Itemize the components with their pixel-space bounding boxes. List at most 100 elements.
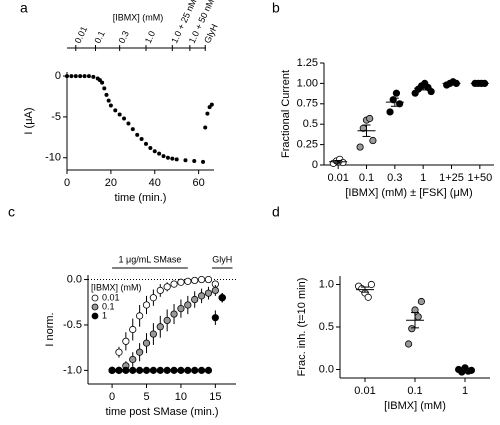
x-tick-label: 5 (143, 391, 149, 403)
condition-label: 1.0 (143, 29, 157, 45)
data-point (142, 301, 151, 309)
x-tick-label: 0.1 (359, 172, 374, 184)
data-point (386, 108, 394, 116)
x-tick-label: 0.01 (327, 172, 348, 184)
data-point (369, 136, 377, 145)
data-point (157, 151, 162, 156)
data-point (115, 366, 123, 374)
data-point (209, 102, 214, 107)
data-point (211, 314, 219, 322)
condition-title: [IBMX] (mM) (113, 12, 164, 22)
y-tick-label: 0.75 (297, 98, 318, 110)
x-tick-label: 1 (462, 385, 468, 397)
data-point (65, 74, 69, 79)
legend-label: 0.1 (102, 301, 115, 311)
x-tick-label: 10 (175, 391, 187, 403)
data-point (143, 141, 148, 146)
x-axis-label: time post SMase (min.) (105, 406, 218, 418)
data-point (408, 325, 416, 333)
data-point (414, 313, 422, 321)
legend-label: 1 (102, 310, 107, 320)
data-point (197, 292, 206, 300)
data-point (117, 112, 122, 117)
data-point (100, 80, 105, 85)
y-tick-label: 0 (55, 70, 61, 82)
data-point (404, 340, 413, 348)
data-point (417, 297, 425, 306)
y-axis-label: I (μA) (23, 107, 35, 134)
y-tick-label: 1.0 (319, 278, 334, 290)
data-point (177, 278, 185, 286)
data-point (163, 366, 171, 374)
data-point (211, 286, 219, 295)
data-point (122, 116, 127, 121)
data-point (161, 154, 166, 159)
data-point (156, 323, 164, 331)
x-tick-label: 60 (193, 177, 205, 189)
y-tick-label: 0.5 (319, 321, 334, 333)
data-point (82, 74, 87, 79)
data-point (177, 305, 185, 313)
data-point (204, 366, 213, 374)
x-tick-label: 0.01 (354, 385, 375, 397)
data-point (130, 127, 135, 132)
data-point (163, 283, 171, 291)
data-point (218, 294, 226, 302)
data-point (192, 159, 197, 164)
data-point (392, 89, 401, 97)
data-point (364, 293, 372, 301)
data-point (86, 74, 91, 79)
legend-title: [IBMX] (mM) (91, 282, 142, 292)
x-tick-label: 0 (64, 177, 70, 189)
data-point (139, 136, 144, 141)
condition-label: GlyH (202, 22, 220, 44)
data-point (113, 108, 118, 113)
data-point (156, 366, 164, 374)
y-axis-label: I norm. (44, 312, 56, 346)
data-point (136, 312, 144, 320)
data-point (366, 114, 374, 123)
y-axis-label: Fractional Current (280, 70, 292, 158)
data-point (142, 366, 151, 374)
y-tick-label: -5 (51, 111, 61, 123)
x-tick-label: 1+50 (467, 172, 492, 184)
x-axis-label: [IBMX] (mM) ± [FSK] (μM) (345, 187, 472, 199)
data-point (108, 103, 113, 108)
x-tick-label: 15 (209, 391, 221, 403)
data-point (122, 366, 130, 374)
data-point (149, 294, 157, 302)
x-tick-label: 0.1 (407, 385, 422, 397)
x-axis-label: [IBMX] (mM) (384, 400, 446, 412)
data-point (201, 159, 206, 164)
data-point (126, 121, 131, 126)
data-point (136, 366, 144, 374)
data-point (104, 92, 109, 97)
data-point (205, 111, 210, 116)
y-tick-label: 0.0 (67, 273, 82, 285)
data-point (427, 87, 435, 96)
legend-marker (91, 312, 99, 320)
data-point (204, 275, 213, 284)
y-tick-label: 0 (312, 159, 318, 171)
data-point (165, 155, 170, 160)
y-tick-label: 1.25 (297, 57, 318, 69)
data-point (129, 355, 137, 364)
data-point (106, 98, 111, 103)
data-point (197, 366, 206, 374)
data-point (135, 132, 140, 137)
y-tick-label: 0.5 (303, 118, 318, 130)
data-point (204, 289, 213, 297)
legend-label: 0.01 (102, 292, 120, 302)
panel-letter: b (272, 0, 280, 16)
x-tick-label: 0 (109, 391, 115, 403)
data-point (170, 280, 178, 288)
data-point (203, 125, 208, 130)
data-point (149, 330, 157, 338)
condition-label: 0.01 (73, 25, 89, 45)
data-point (122, 337, 130, 345)
data-point (183, 158, 188, 163)
data-point (149, 366, 157, 374)
x-tick-label: 1+25 (439, 172, 464, 184)
data-point (73, 74, 78, 79)
data-point (184, 366, 192, 374)
